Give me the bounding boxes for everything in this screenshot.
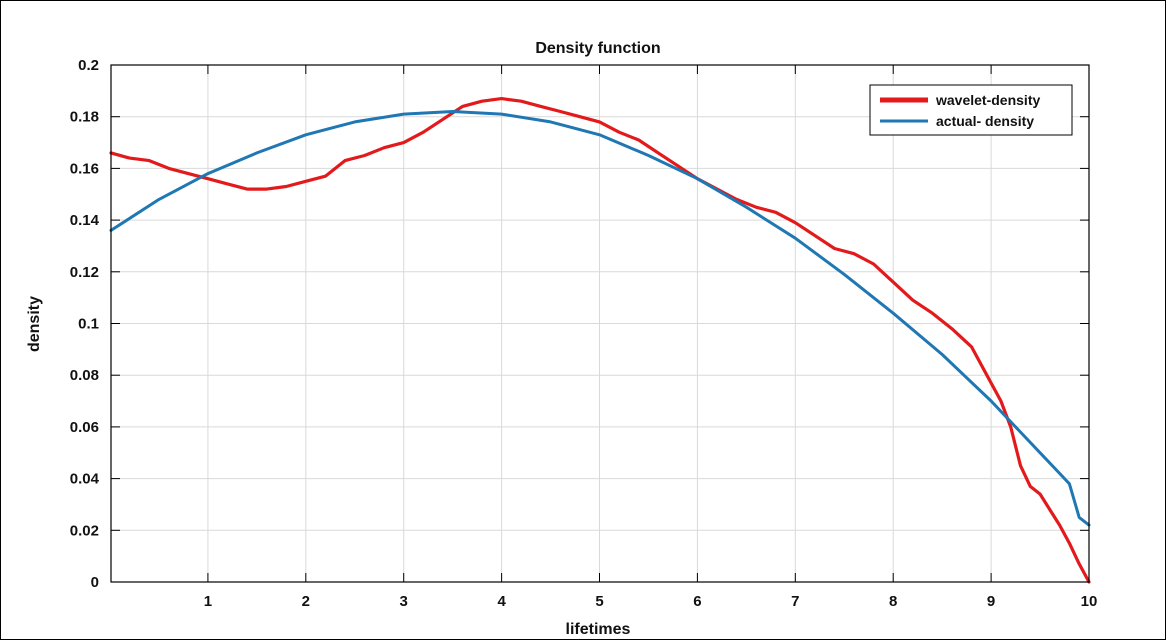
x-tick-label: 5 bbox=[595, 593, 603, 610]
x-tick-label: 1 bbox=[204, 593, 212, 610]
x-axis-label: lifetimes bbox=[566, 621, 631, 638]
x-tick-label: 2 bbox=[302, 593, 310, 610]
y-tick-label: 0.02 bbox=[70, 522, 99, 539]
y-tick-label: 0.18 bbox=[70, 109, 99, 126]
axis-ticks: 1 2 3 4 5 6 7 8 9 10 0 0.02 0.04 0.06 0.08 0.1 0.12 0.14 0… bbox=[70, 57, 1098, 610]
y-tick-label: 0.08 bbox=[70, 367, 99, 384]
legend: wavelet-density actual- density bbox=[869, 84, 1073, 136]
x-tick-label: 3 bbox=[400, 593, 408, 610]
series-line-wavelet-density bbox=[109, 96, 1091, 584]
y-axis-label: density bbox=[26, 296, 43, 352]
x-tick-label: 9 bbox=[987, 593, 995, 610]
y-tick-label: 0.06 bbox=[70, 419, 99, 436]
y-tick-label: 0.16 bbox=[70, 160, 99, 177]
y-tick-label: 0 bbox=[91, 574, 99, 591]
chart-title: Density function bbox=[535, 40, 660, 57]
x-tick-label: 4 bbox=[497, 593, 506, 610]
y-tick-label: 0.14 bbox=[70, 212, 100, 229]
series-line-actual-density bbox=[109, 110, 1091, 527]
y-tick-label: 0.1 bbox=[78, 316, 99, 333]
y-tick-label: 0.04 bbox=[70, 471, 100, 488]
legend-box bbox=[869, 84, 1073, 136]
legend-label: wavelet-density bbox=[935, 92, 1040, 108]
y-tick-label: 0.2 bbox=[78, 57, 99, 74]
y-tick-label: 0.12 bbox=[70, 264, 99, 281]
x-tick-label: 6 bbox=[693, 593, 701, 610]
series-lines bbox=[109, 96, 1091, 584]
x-tick-label: 7 bbox=[791, 593, 799, 610]
legend-label: actual- density bbox=[936, 113, 1034, 129]
grid bbox=[111, 64, 1090, 583]
x-tick-label: 10 bbox=[1081, 593, 1098, 610]
x-tick-label: 8 bbox=[889, 593, 897, 610]
